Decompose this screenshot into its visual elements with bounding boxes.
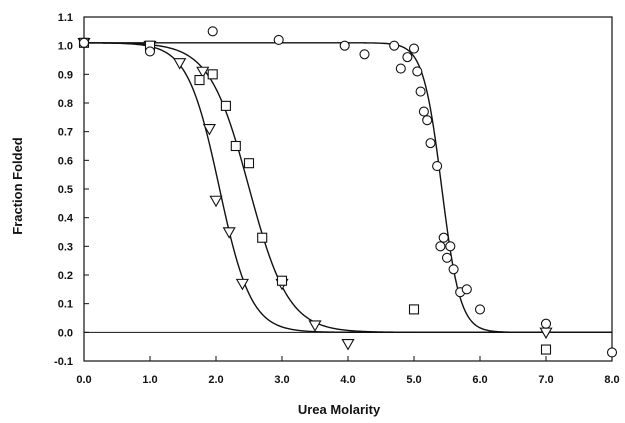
x-tick-label: 6.0 bbox=[472, 374, 487, 386]
x-tick-label: 0.0 bbox=[76, 374, 91, 386]
y-tick-label: 0.9 bbox=[58, 69, 73, 81]
triangle-point bbox=[173, 58, 187, 70]
circle-point bbox=[402, 52, 413, 63]
circle-point bbox=[273, 34, 284, 45]
square-point bbox=[243, 158, 255, 169]
y-tick-label: -0.1 bbox=[54, 356, 73, 368]
circle-point bbox=[474, 304, 486, 315]
square-point bbox=[194, 75, 205, 86]
triangle-point bbox=[222, 227, 236, 239]
y-tick-label: 0.8 bbox=[58, 98, 73, 110]
y-tick-label: 0.0 bbox=[58, 327, 73, 339]
circle-point bbox=[359, 49, 370, 60]
circle-point bbox=[425, 138, 436, 149]
x-tick-label: 7.0 bbox=[538, 374, 553, 386]
y-tick-label: 1.0 bbox=[58, 41, 73, 53]
square-point bbox=[408, 304, 420, 315]
triangle-point bbox=[209, 195, 223, 208]
circle-point bbox=[412, 66, 423, 77]
x-tick-label: 4.0 bbox=[340, 374, 355, 386]
square-point bbox=[276, 275, 288, 286]
circle-point bbox=[389, 40, 400, 51]
fit-curve-square bbox=[83, 42, 612, 334]
fit-curve-triangle-down bbox=[84, 42, 612, 334]
y-tick-label: 0.7 bbox=[58, 127, 73, 139]
y-tick-label: 0.6 bbox=[58, 155, 73, 167]
y-tick-label: 0.4 bbox=[58, 213, 74, 225]
x-tick-label: 8.0 bbox=[604, 374, 619, 386]
tick-labels: 0.0 1.0 2.0 3.0 4.0 5.0 6.0 7.0 8.0-0.10.00.10.2… bbox=[54, 12, 620, 386]
circle-point bbox=[606, 347, 618, 358]
circle-point bbox=[339, 40, 350, 51]
circle-point bbox=[422, 115, 433, 126]
square-point bbox=[230, 140, 241, 152]
square-point bbox=[207, 69, 218, 80]
triangle-point bbox=[308, 320, 322, 332]
x-tick-label: 1.0 bbox=[142, 374, 157, 386]
plot-frame bbox=[83, 16, 613, 362]
circle-point bbox=[418, 106, 429, 117]
circle-point bbox=[441, 252, 453, 263]
circle-point bbox=[207, 26, 218, 37]
circle-point bbox=[461, 284, 472, 295]
y-axis-title: Fraction Folded bbox=[10, 137, 25, 235]
square-point bbox=[257, 232, 268, 243]
circle-point bbox=[408, 43, 420, 54]
axes bbox=[83, 16, 613, 362]
circle-point bbox=[540, 318, 552, 329]
triangle-point bbox=[341, 339, 355, 351]
fit-curves bbox=[83, 42, 612, 334]
x-tick-label: 2.0 bbox=[208, 374, 223, 386]
circle-point bbox=[144, 46, 156, 57]
y-tick-label: 0.3 bbox=[58, 241, 73, 253]
x-tick-label: 3.0 bbox=[274, 374, 289, 386]
circle-point bbox=[432, 161, 443, 172]
circle-point bbox=[78, 37, 90, 48]
y-tick-label: 0.2 bbox=[58, 270, 73, 282]
triangle-point bbox=[539, 327, 553, 340]
circle-point bbox=[415, 86, 426, 97]
square-point bbox=[220, 100, 231, 111]
y-tick-label: 0.1 bbox=[58, 299, 73, 311]
y-tick-label: 0.5 bbox=[58, 184, 73, 196]
circle-point bbox=[438, 232, 449, 243]
y-tick-label: 1.1 bbox=[58, 12, 73, 24]
triangle-point bbox=[196, 66, 210, 79]
circle-point bbox=[445, 241, 456, 252]
circle-point bbox=[448, 264, 459, 275]
circle-point bbox=[435, 241, 446, 252]
circle-point bbox=[395, 63, 406, 74]
data-points bbox=[77, 26, 618, 358]
fit-curve-circle bbox=[84, 42, 612, 334]
triangle-point bbox=[235, 278, 249, 291]
square-point bbox=[540, 344, 552, 355]
triangle-point bbox=[202, 124, 216, 136]
x-tick-label: 5.0 bbox=[406, 374, 421, 386]
x-axis-title: Urea Molarity bbox=[298, 402, 381, 417]
